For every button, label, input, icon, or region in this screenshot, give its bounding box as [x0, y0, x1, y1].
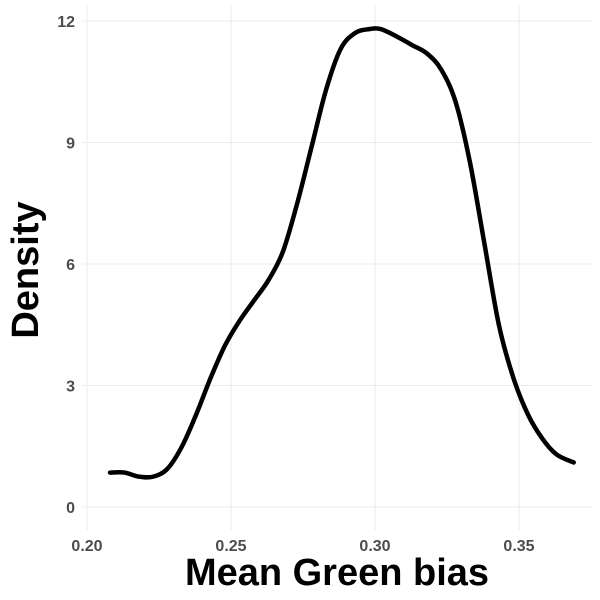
density-curve: [107, 26, 576, 480]
y-tick-label: 6: [66, 257, 75, 274]
x-tick-label: 0.30: [359, 538, 390, 555]
y-tick-label: 12: [57, 14, 75, 31]
y-gridlines: [82, 20, 592, 508]
x-tick-label: 0.35: [503, 538, 534, 555]
x-gridlines: [86, 5, 520, 530]
x-tick-labels: 0.20 0.25 0.30 0.35: [71, 538, 534, 555]
x-axis-title: Mean Green bias: [185, 552, 489, 594]
y-tick-label: 0: [66, 500, 75, 517]
x-tick-label: 0.25: [215, 538, 246, 555]
y-tick-labels: 0 3 6 9 12: [57, 14, 75, 517]
x-tick-label: 0.20: [71, 538, 102, 555]
series-layer: [107, 26, 576, 480]
y-tick-label: 9: [66, 136, 75, 153]
y-tick-label: 3: [66, 379, 75, 396]
y-axis-title: Density: [5, 201, 47, 338]
